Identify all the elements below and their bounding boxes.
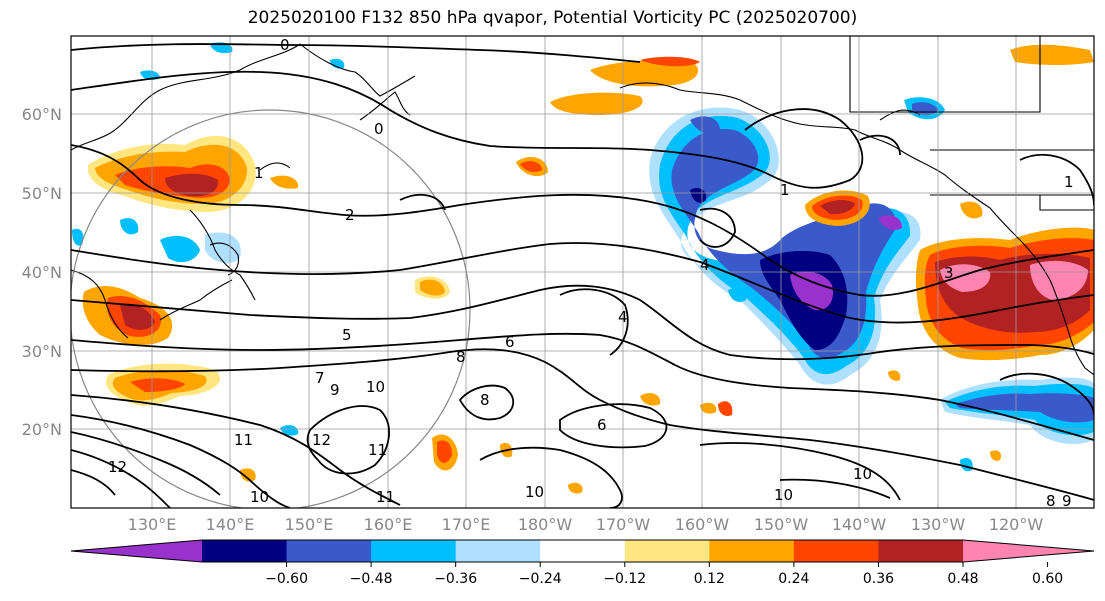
colorbar-swatch <box>371 540 457 562</box>
contour-label: 1 <box>780 181 790 199</box>
colorbar-tick-label: −0.60 <box>265 571 308 587</box>
colorbar-tick-label: 0.24 <box>778 571 809 587</box>
distance-ring <box>71 109 471 508</box>
colorbar-max-arrow <box>963 540 1094 562</box>
contour-label: 2 <box>345 206 355 224</box>
longitude-axis: 130°E 140°E 150°E 160°E 170°E 180°W 170°… <box>128 515 1044 534</box>
lon-label: 140°W <box>832 515 887 534</box>
colorbar-tick-label: −0.48 <box>350 571 393 587</box>
colorbar-swatch <box>540 540 626 562</box>
lat-label: 60°N <box>22 105 62 124</box>
contour-label: 10 <box>774 486 793 504</box>
colorbar-outline <box>70 539 1095 563</box>
lon-label: 160°W <box>675 515 730 534</box>
contour-label: 10 <box>366 378 385 396</box>
colorbar-tick-label: −0.24 <box>519 571 562 587</box>
colorbar-tick-label: −0.12 <box>603 571 646 587</box>
contour-label: 10 <box>853 465 872 483</box>
contour-label: 1 <box>254 164 264 182</box>
lon-label: 170°W <box>596 515 651 534</box>
lat-label: 40°N <box>22 263 62 282</box>
colorbar-swatch <box>878 540 964 562</box>
contour-label: 10 <box>250 488 269 506</box>
colorbar-tick-label: 0.36 <box>863 571 894 587</box>
contour-label: 4 <box>700 256 710 274</box>
colorbar-swatch <box>709 540 795 562</box>
colorbar-swatch <box>793 540 879 562</box>
lat-label: 50°N <box>22 184 62 203</box>
contour-label-group: 0 0 1 1 1 2 3 4 4 5 6 6 7 8 8 9 10 10 10… <box>108 36 1074 510</box>
contour-label: 11 <box>376 488 395 506</box>
coastlines <box>71 36 1094 376</box>
colorbar-swatch <box>202 540 288 562</box>
colorbar-tick-label: 0.12 <box>694 571 725 587</box>
contour-label: 12 <box>108 458 127 476</box>
shaded-anomaly-field <box>72 42 1094 494</box>
map-content: 0 0 1 1 1 2 3 4 4 5 6 6 7 8 8 9 10 10 10… <box>71 36 1094 510</box>
graticule <box>71 36 1094 508</box>
lon-label: 160°E <box>364 515 413 534</box>
pv-contours <box>71 43 1094 508</box>
lat-label: 30°N <box>22 342 62 361</box>
contour-label: 11 <box>234 431 253 449</box>
map-title: 2025020100 F132 850 hPa qvapor, Potentia… <box>247 8 858 28</box>
contour-label: 8 <box>480 391 490 409</box>
contour-label: 6 <box>505 333 515 351</box>
lon-label: 170°E <box>442 515 491 534</box>
lon-label: 130°W <box>911 515 966 534</box>
contour-label: 3 <box>944 264 954 282</box>
lon-label: 140°E <box>206 515 255 534</box>
contour-label: 12 <box>312 431 331 449</box>
contour-label: 1 <box>1064 173 1074 191</box>
contour-label: 10 <box>525 483 544 501</box>
colorbar-tick-label: 0.60 <box>1032 571 1063 587</box>
colorbar-min-arrow <box>71 540 202 562</box>
colorbar-tick-label: −0.36 <box>434 571 477 587</box>
contour-label: 8 <box>456 348 466 366</box>
lon-label: 120°W <box>989 515 1044 534</box>
contour-label: 8 <box>1046 492 1056 510</box>
colorbar: −0.60 −0.48 −0.36 −0.24 −0.12 0.12 0.24 0.36 0.4… <box>70 539 1095 587</box>
contour-label: 7 <box>315 369 325 387</box>
colorbar-swatch <box>286 540 372 562</box>
contour-label: 9 <box>1062 492 1072 510</box>
colorbar-swatch <box>624 540 710 562</box>
colorbar-tick-label: 0.48 <box>947 571 978 587</box>
contour-label: 0 <box>280 36 290 54</box>
contour-label: 11 <box>368 441 387 459</box>
lat-label: 20°N <box>22 420 62 439</box>
contour-label: 5 <box>342 326 352 344</box>
lon-label: 130°E <box>128 515 177 534</box>
contour-label: 4 <box>618 308 628 326</box>
map-border <box>70 35 1095 509</box>
lon-label: 150°E <box>285 515 334 534</box>
lon-label: 180°W <box>518 515 573 534</box>
lon-label: 150°W <box>754 515 809 534</box>
contour-label: 9 <box>330 381 340 399</box>
contour-label: 0 <box>374 120 384 138</box>
contour-label: 6 <box>597 416 607 434</box>
latitude-axis: 60°N 50°N 40°N 30°N 20°N <box>22 105 62 439</box>
colorbar-swatch <box>455 540 541 562</box>
